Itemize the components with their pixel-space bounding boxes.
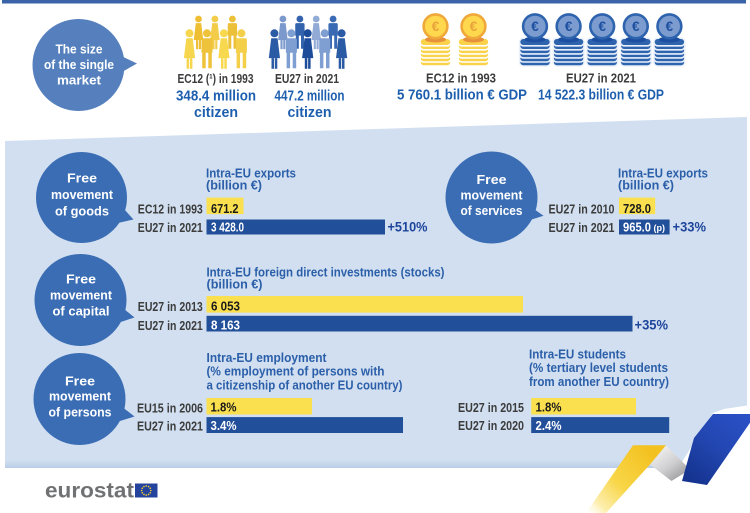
svg-text:of persons: of persons — [49, 405, 112, 420]
svg-text:The size: The size — [56, 42, 103, 57]
svg-text:6 053: 6 053 — [211, 299, 240, 314]
svg-text:728.0: 728.0 — [623, 201, 651, 216]
svg-text:(% tertiary level students: (% tertiary level students — [529, 361, 668, 375]
svg-text:1.8%: 1.8% — [211, 400, 237, 415]
svg-text:Free: Free — [67, 171, 97, 186]
svg-text:(billion €): (billion €) — [207, 278, 263, 292]
svg-text:of services: of services — [461, 203, 523, 218]
svg-text:€: € — [531, 19, 539, 34]
svg-text:of the single: of the single — [44, 57, 114, 72]
svg-text:€: € — [632, 19, 640, 34]
svg-text:EU27 in 2021: EU27 in 2021 — [566, 72, 636, 86]
svg-text:Intra-EU foreign direct invest: Intra-EU foreign direct investments (sto… — [207, 266, 445, 280]
svg-text:movement: movement — [50, 288, 113, 303]
svg-text:Intra-EU exports: Intra-EU exports — [618, 167, 708, 181]
svg-text:(% employment of persons with: (% employment of persons with — [207, 365, 385, 379]
svg-text:eurostat: eurostat — [45, 480, 134, 503]
svg-text:Intra-EU employment: Intra-EU employment — [207, 351, 328, 365]
svg-text:€: € — [598, 19, 606, 34]
svg-text:+510%: +510% — [388, 220, 428, 235]
svg-text:EU27 in 2013: EU27 in 2013 — [138, 299, 203, 314]
svg-text:from another EU country): from another EU country) — [529, 375, 669, 389]
svg-text:market: market — [57, 73, 102, 88]
svg-text:Intra-EU students: Intra-EU students — [529, 348, 626, 362]
svg-text:EC12 in 1993: EC12 in 1993 — [426, 72, 496, 86]
svg-text:EU27 in 2021: EU27 in 2021 — [138, 220, 203, 235]
svg-text:348.4 million: 348.4 million — [176, 89, 256, 105]
svg-text:671.2: 671.2 — [211, 201, 239, 216]
svg-text:citizen: citizen — [194, 105, 238, 121]
svg-text:(billion €): (billion €) — [206, 179, 262, 193]
svg-text:965.0: 965.0 — [623, 220, 651, 235]
svg-text:EU27 in 2015: EU27 in 2015 — [458, 400, 524, 415]
svg-text:EU27 in 2021: EU27 in 2021 — [137, 419, 203, 434]
svg-text:(p): (p) — [654, 223, 666, 233]
svg-text:Free: Free — [66, 272, 96, 287]
svg-text:3.4%: 3.4% — [211, 418, 237, 433]
svg-text:EC12 in 1993: EC12 in 1993 — [138, 202, 203, 217]
svg-text:of goods: of goods — [55, 204, 109, 219]
svg-text:movement: movement — [461, 188, 524, 203]
svg-text:1.8%: 1.8% — [536, 400, 562, 415]
svg-text:EU15 in 2006: EU15 in 2006 — [137, 401, 203, 416]
svg-text:Intra-EU exports: Intra-EU exports — [206, 167, 296, 181]
svg-text:€: € — [432, 19, 440, 34]
svg-text:movement: movement — [49, 389, 112, 404]
svg-text:€: € — [565, 19, 573, 34]
svg-text:€: € — [666, 19, 674, 34]
svg-text:EC12 (¹) in 1993: EC12 (¹) in 1993 — [178, 72, 254, 86]
svg-text:5 760.1 billion € GDP: 5 760.1 billion € GDP — [397, 88, 527, 104]
svg-text:EU27 in 2021: EU27 in 2021 — [138, 318, 203, 333]
svg-text:EU27 in 2010: EU27 in 2010 — [549, 202, 615, 217]
svg-text:(billion €): (billion €) — [618, 179, 674, 193]
svg-text:citizen: citizen — [288, 105, 332, 121]
svg-text:+35%: +35% — [635, 318, 669, 333]
svg-text:of capital: of capital — [53, 304, 110, 319]
svg-text:14 522.3 billion € GDP: 14 522.3 billion € GDP — [538, 88, 664, 104]
svg-text:EU27 in 2021: EU27 in 2021 — [275, 72, 339, 86]
svg-text:8 163: 8 163 — [211, 318, 240, 333]
svg-text:a citizenship of another EU co: a citizenship of another EU country) — [207, 379, 403, 393]
svg-text:3 428.0: 3 428.0 — [211, 220, 244, 235]
svg-text:EU27 in 2021: EU27 in 2021 — [549, 220, 615, 235]
svg-text:Free: Free — [65, 374, 95, 389]
svg-text:€: € — [470, 19, 478, 34]
svg-text:447.2 million: 447.2 million — [275, 89, 345, 105]
svg-text:EU27 in 2020: EU27 in 2020 — [458, 418, 524, 433]
svg-text:+33%: +33% — [673, 220, 707, 235]
svg-text:Free: Free — [477, 172, 507, 187]
svg-text:2.4%: 2.4% — [536, 418, 562, 433]
svg-text:movement: movement — [51, 187, 114, 202]
